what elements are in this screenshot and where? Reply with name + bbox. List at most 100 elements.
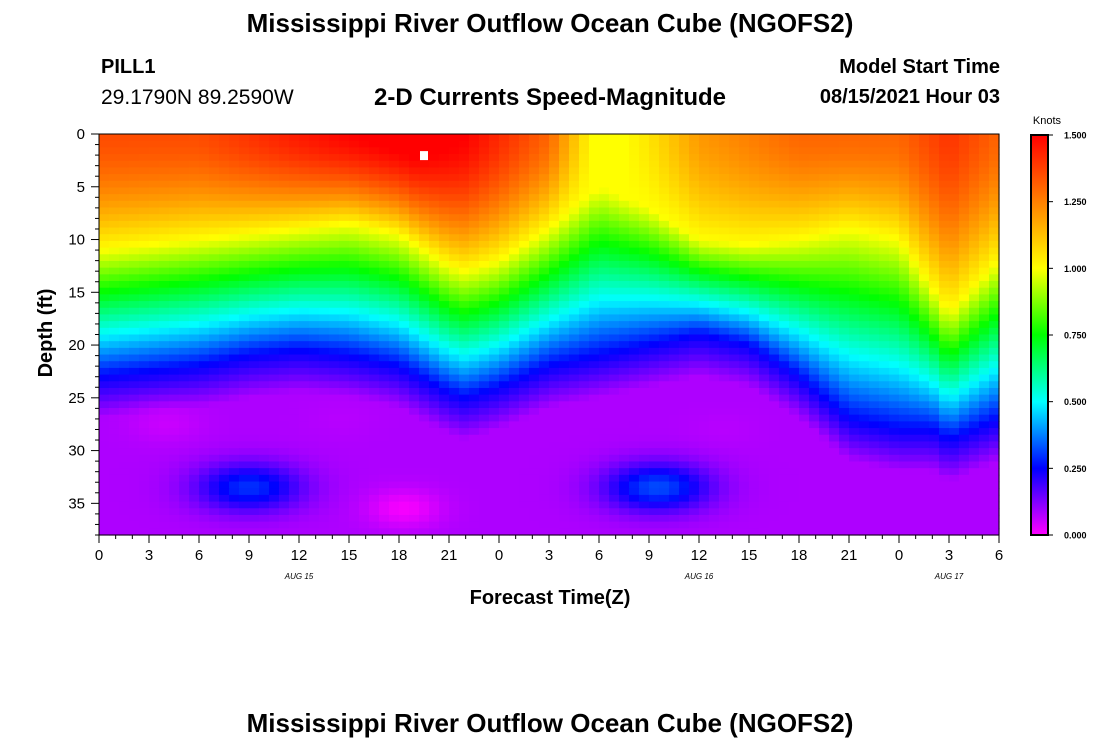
heatmap-cell [539,307,550,316]
heatmap-cell [949,481,960,489]
heatmap-cell [279,321,290,329]
heatmap-cell [789,154,800,162]
heatmap-cell [169,234,180,242]
heatmap-cell [809,294,820,302]
heatmap-cell [179,387,190,396]
heatmap-cell [719,147,730,155]
heatmap-cell [619,147,630,155]
heatmap-cell [269,207,280,215]
heatmap-cell [689,414,700,422]
heatmap-cell [889,194,900,202]
heatmap-cell [209,501,220,509]
heatmap-cell [769,214,780,222]
heatmap-cell [829,321,840,329]
heatmap-cell [259,160,270,169]
heatmap-cell [879,134,890,142]
heatmap-cell [499,174,510,182]
heatmap-cell [259,220,270,229]
heatmap-cell [299,314,310,322]
heatmap-cell [369,174,380,182]
heatmap-cell [819,281,830,289]
heatmap-cell [919,421,930,429]
heatmap-cell [809,260,820,269]
heatmap-cell [979,154,990,162]
heatmap-cell [549,367,560,376]
heatmap-cell [539,174,550,182]
heatmap-cell [459,254,470,262]
heatmap-cell [269,454,280,463]
heatmap-cell [919,220,930,229]
heatmap-cell [679,387,690,396]
heatmap-cell [819,468,830,476]
heatmap-cell [529,314,540,322]
heatmap-cell [639,381,650,389]
heatmap-cell [169,494,180,503]
heatmap-cell [139,154,150,162]
heatmap-cell [419,421,430,429]
heatmap-cell [229,140,240,148]
heatmap-cell [549,401,560,409]
heatmap-cell [99,374,110,382]
heatmap-cell [749,428,760,436]
heatmap-cell [759,347,770,356]
heatmap-cell [319,441,330,449]
heatmap-cell [249,474,260,483]
heatmap-cell [789,294,800,302]
heatmap-cell [259,254,270,262]
heatmap-cell [319,374,330,382]
heatmap-cell [879,374,890,382]
heatmap-cell [599,327,610,336]
heatmap-cell [949,314,960,322]
heatmap-cell [849,421,860,429]
heatmap-cell [599,260,610,269]
heatmap-cell [389,254,400,262]
heatmap-cell [389,481,400,489]
heatmap-cell [429,347,440,356]
heatmap-cell [659,414,670,422]
heatmap-cell [279,174,290,182]
heatmap-cell [179,421,190,429]
heatmap-cell [799,167,810,175]
heatmap-cell [879,247,890,255]
heatmap-cell [989,254,1000,262]
heatmap-cell [989,227,1000,235]
heatmap-cell [219,207,230,215]
heatmap-cell [139,334,150,342]
heatmap-cell [649,454,660,463]
heatmap-cell [539,154,550,162]
heatmap-cell [709,401,720,409]
heatmap-cell [669,461,680,469]
heatmap-cell [549,354,560,362]
heatmap-cell [439,401,450,409]
heatmap-cell [559,147,570,155]
heatmap-cell [419,281,430,289]
heatmap-cell [989,154,1000,162]
heatmap-cell [349,214,360,222]
heatmap-cell [809,361,820,369]
heatmap-cell [509,481,520,489]
heatmap-cell [819,207,830,215]
heatmap-cell [169,220,180,229]
heatmap-cell [989,240,1000,249]
heatmap-cell [619,494,630,503]
heatmap-cell [729,434,740,443]
heatmap-cell [689,274,700,282]
heatmap-cell [429,367,440,376]
heatmap-cell [259,234,270,242]
heatmap-cell [909,381,920,389]
heatmap-cell [879,461,890,469]
heatmap-cell [529,387,540,396]
heatmap-cell [779,154,790,162]
heatmap-cell [509,428,520,436]
heatmap-cell [489,134,500,142]
heatmap-cell [869,488,880,496]
heatmap-cell [789,134,800,142]
heatmap-cell [859,134,870,142]
heatmap-cell [429,134,440,142]
heatmap-cell [599,387,610,396]
heatmap-cell [679,281,690,289]
heatmap-cell [449,194,460,202]
heatmap-cell [759,267,770,275]
heatmap-cell [239,147,250,155]
heatmap-cell [859,461,870,469]
